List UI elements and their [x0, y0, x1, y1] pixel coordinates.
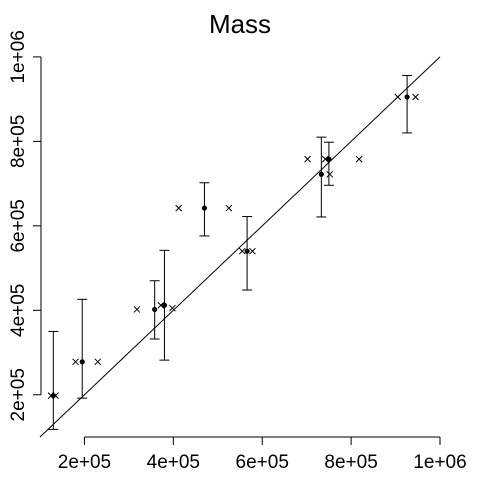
- x-point: [225, 204, 233, 212]
- x-point: [238, 247, 246, 255]
- x-point: [72, 358, 79, 366]
- x-point: [52, 392, 59, 399]
- x-point: [157, 301, 165, 309]
- x-point: [169, 304, 176, 312]
- x-tick-label: 2e+05: [58, 452, 111, 473]
- x-point: [133, 306, 141, 313]
- chart-title: Mass: [209, 9, 271, 39]
- dot-point: [79, 359, 85, 365]
- y-tick-label: 2e+05: [8, 368, 29, 421]
- data-points: [47, 93, 419, 399]
- dot-point: [152, 306, 158, 313]
- x-point: [94, 358, 102, 366]
- x-point: [321, 155, 329, 163]
- x-tick-label: 1e+06: [413, 452, 466, 473]
- dot-point: [161, 302, 168, 308]
- dot-point: [318, 171, 324, 177]
- dot-point: [244, 248, 250, 254]
- x-tick-label: 6e+05: [236, 452, 289, 473]
- x-point: [326, 170, 334, 178]
- x-tick-label: 8e+05: [324, 452, 377, 473]
- axes: 2e+05 4e+05 6e+05 8e+05 1e+06 2e+05 4e+05 6e+05…: [8, 30, 467, 473]
- error-bars: [48, 74, 413, 430]
- dot-point: [326, 156, 332, 162]
- x-point: [355, 155, 363, 163]
- x-point: [249, 247, 256, 255]
- y-tick-label: 6e+05: [8, 199, 29, 252]
- x-point: [394, 93, 402, 101]
- dot-point: [404, 94, 410, 100]
- dot-point: [201, 205, 208, 211]
- x-point: [412, 93, 419, 101]
- x-point: [175, 204, 183, 212]
- y-tick-label: 4e+05: [8, 284, 29, 337]
- x-tick-label: 4e+05: [147, 452, 200, 473]
- y-tick-label: 8e+05: [8, 115, 29, 168]
- y-tick-label: 1e+06: [8, 30, 29, 83]
- x-point: [304, 155, 311, 163]
- reference-line: [39, 56, 441, 438]
- reference-line-group: [39, 56, 441, 438]
